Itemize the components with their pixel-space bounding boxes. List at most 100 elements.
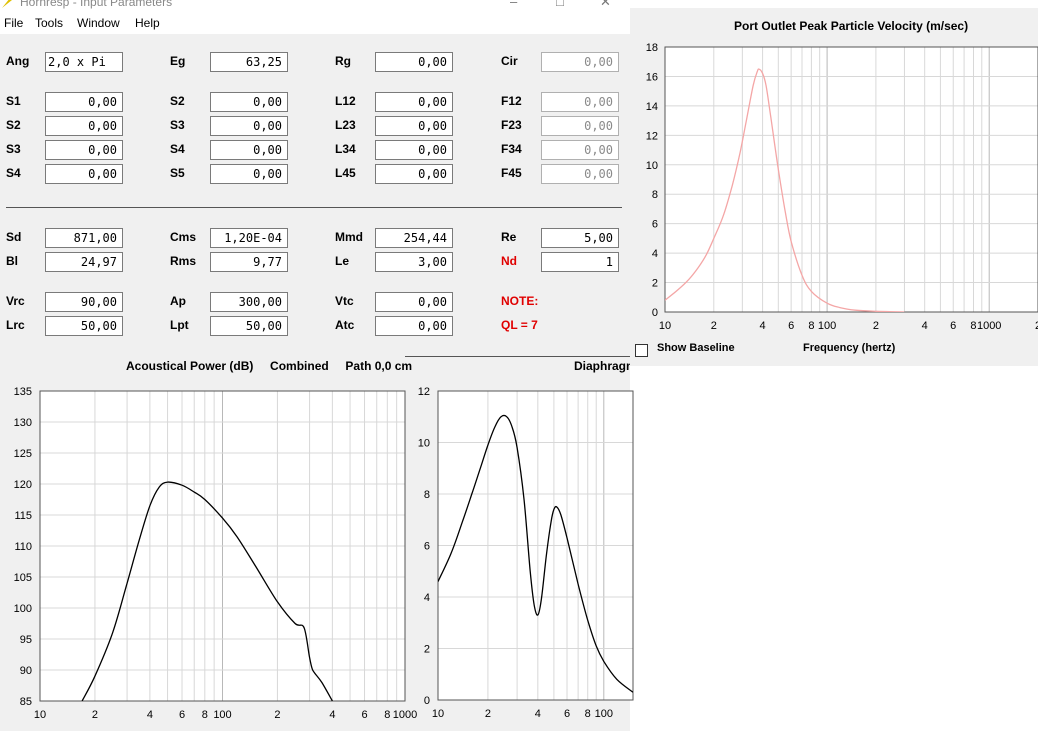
y-tick-label: 0: [652, 307, 658, 319]
param-field[interactable]: 0,00: [541, 52, 619, 72]
param-label: Bl: [6, 254, 18, 268]
param-label: Le: [335, 254, 350, 268]
port-velocity-title: Port Outlet Peak Particle Velocity (m/se…: [734, 19, 969, 33]
param-field[interactable]: 0,00: [375, 92, 453, 112]
param-field[interactable]: 90,00: [45, 292, 123, 312]
param-label: Ang: [6, 54, 30, 68]
param-field[interactable]: 254,44: [375, 228, 453, 248]
x-tick-label: 8: [808, 320, 814, 332]
param-field[interactable]: 0,00: [375, 316, 453, 336]
x-tick-label: 2: [873, 320, 879, 332]
param-field[interactable]: 0,00: [210, 164, 288, 184]
param-field[interactable]: 0,00: [45, 140, 123, 160]
param-field[interactable]: 5,00: [541, 228, 619, 248]
param-field[interactable]: 0,00: [210, 92, 288, 112]
x-tick-label: 2: [485, 708, 491, 720]
x-tick-label: 4: [922, 320, 928, 332]
param-field[interactable]: 0,00: [210, 116, 288, 136]
param-field[interactable]: 1: [541, 252, 619, 272]
param-field[interactable]: 3,00: [375, 252, 453, 272]
menu-tools[interactable]: Tools: [35, 16, 64, 30]
x-tick-label: 100: [213, 709, 231, 721]
param-label: S5: [170, 166, 185, 180]
maximize-icon[interactable]: □: [556, 0, 564, 9]
show-baseline-checkbox[interactable]: [635, 344, 648, 357]
power-title-part-3: Path 0,0 cm: [345, 359, 413, 373]
y-tick-label: 120: [14, 479, 32, 491]
param-field[interactable]: 0,00: [375, 292, 453, 312]
x-tick-label: 6: [788, 320, 794, 332]
param-field[interactable]: 0,00: [45, 116, 123, 136]
menu-window[interactable]: Window: [77, 16, 120, 30]
y-tick-label: 8: [424, 489, 430, 501]
y-tick-label: 14: [646, 101, 658, 113]
y-tick-label: 10: [646, 160, 658, 172]
title-bar: Hornresp - Input Parameters – □ ✕: [0, 0, 630, 12]
param-field[interactable]: 0,00: [45, 164, 123, 184]
param-label: NOTE:: [501, 294, 539, 308]
param-label: Nd: [501, 254, 517, 268]
param-field[interactable]: 63,25: [210, 52, 288, 72]
x-tick-label: 1000: [393, 709, 417, 721]
frequency-axis-label: Frequency (hertz): [803, 342, 896, 354]
param-label: S4: [170, 142, 185, 156]
separator: [6, 207, 622, 208]
param-field[interactable]: 2,0 x Pi: [45, 52, 123, 72]
x-tick-label: 2: [711, 320, 717, 332]
param-label: Sd: [6, 230, 22, 244]
acoustical-power-chart: 85 90 95 100 105 110 115 120 125 130 135 10 2 4 6 8 100 2…: [14, 386, 418, 721]
param-field[interactable]: 300,00: [210, 292, 288, 312]
param-field[interactable]: 0,00: [541, 116, 619, 136]
y-tick-label: 90: [20, 665, 32, 677]
y-tick-label: 95: [20, 634, 32, 646]
param-label: F23: [501, 118, 522, 132]
param-field[interactable]: 0,00: [375, 140, 453, 160]
series-line: [438, 414, 633, 693]
param-label: Atc: [335, 318, 355, 332]
param-field[interactable]: 1,20E-04: [210, 228, 288, 248]
y-tick-label: 12: [646, 130, 658, 142]
param-field[interactable]: 871,00: [45, 228, 123, 248]
x-tick-label: 2: [274, 709, 280, 721]
y-tick-label: 110: [14, 541, 32, 553]
param-field[interactable]: 0,00: [210, 140, 288, 160]
x-tick-label: 100: [818, 320, 836, 332]
param-field[interactable]: 0,00: [375, 52, 453, 72]
y-tick-label: 2: [652, 278, 658, 290]
y-tick-label: 16: [646, 71, 658, 83]
y-tick-label: 10: [418, 438, 430, 450]
y-tick-label: 8: [652, 189, 658, 201]
param-label: Cir: [501, 54, 518, 68]
diaphragm-chart: 0 2 4 6 8 10 12 10 2 4 6 8 100: [418, 386, 634, 720]
port-velocity-panel: Port Outlet Peak Particle Velocity (m/se…: [630, 8, 1038, 366]
param-label: S3: [6, 142, 21, 156]
param-label: Rms: [170, 254, 197, 268]
param-label: S4: [6, 166, 21, 180]
x-tick-label: 1000: [977, 320, 1001, 332]
param-label: Vrc: [6, 294, 25, 308]
param-field[interactable]: 50,00: [45, 316, 123, 336]
x-tick-label: 4: [535, 708, 541, 720]
param-field[interactable]: 0,00: [541, 140, 619, 160]
window-title: Hornresp - Input Parameters: [20, 0, 173, 9]
param-field[interactable]: 0,00: [375, 116, 453, 136]
series-line: [81, 481, 333, 701]
param-label: Vtc: [335, 294, 354, 308]
param-field[interactable]: 50,00: [210, 316, 288, 336]
param-field[interactable]: 0,00: [541, 92, 619, 112]
param-field[interactable]: 24,97: [45, 252, 123, 272]
param-field[interactable]: 0,00: [45, 92, 123, 112]
param-label: QL = 7: [501, 318, 538, 332]
param-label: Rg: [335, 54, 351, 68]
menu-help[interactable]: Help: [135, 16, 160, 30]
x-tick-label: 8: [585, 708, 591, 720]
param-field[interactable]: 9,77: [210, 252, 288, 272]
menu-file[interactable]: File: [4, 16, 24, 30]
close-icon[interactable]: ✕: [600, 0, 611, 9]
param-field[interactable]: 0,00: [541, 164, 619, 184]
minimize-icon[interactable]: –: [510, 0, 518, 9]
port-velocity-chart: 024681012141618102468100246810002: [646, 42, 1038, 332]
x-tick-label: 2: [1035, 320, 1038, 332]
param-field[interactable]: 0,00: [375, 164, 453, 184]
x-tick-label: 4: [329, 709, 335, 721]
